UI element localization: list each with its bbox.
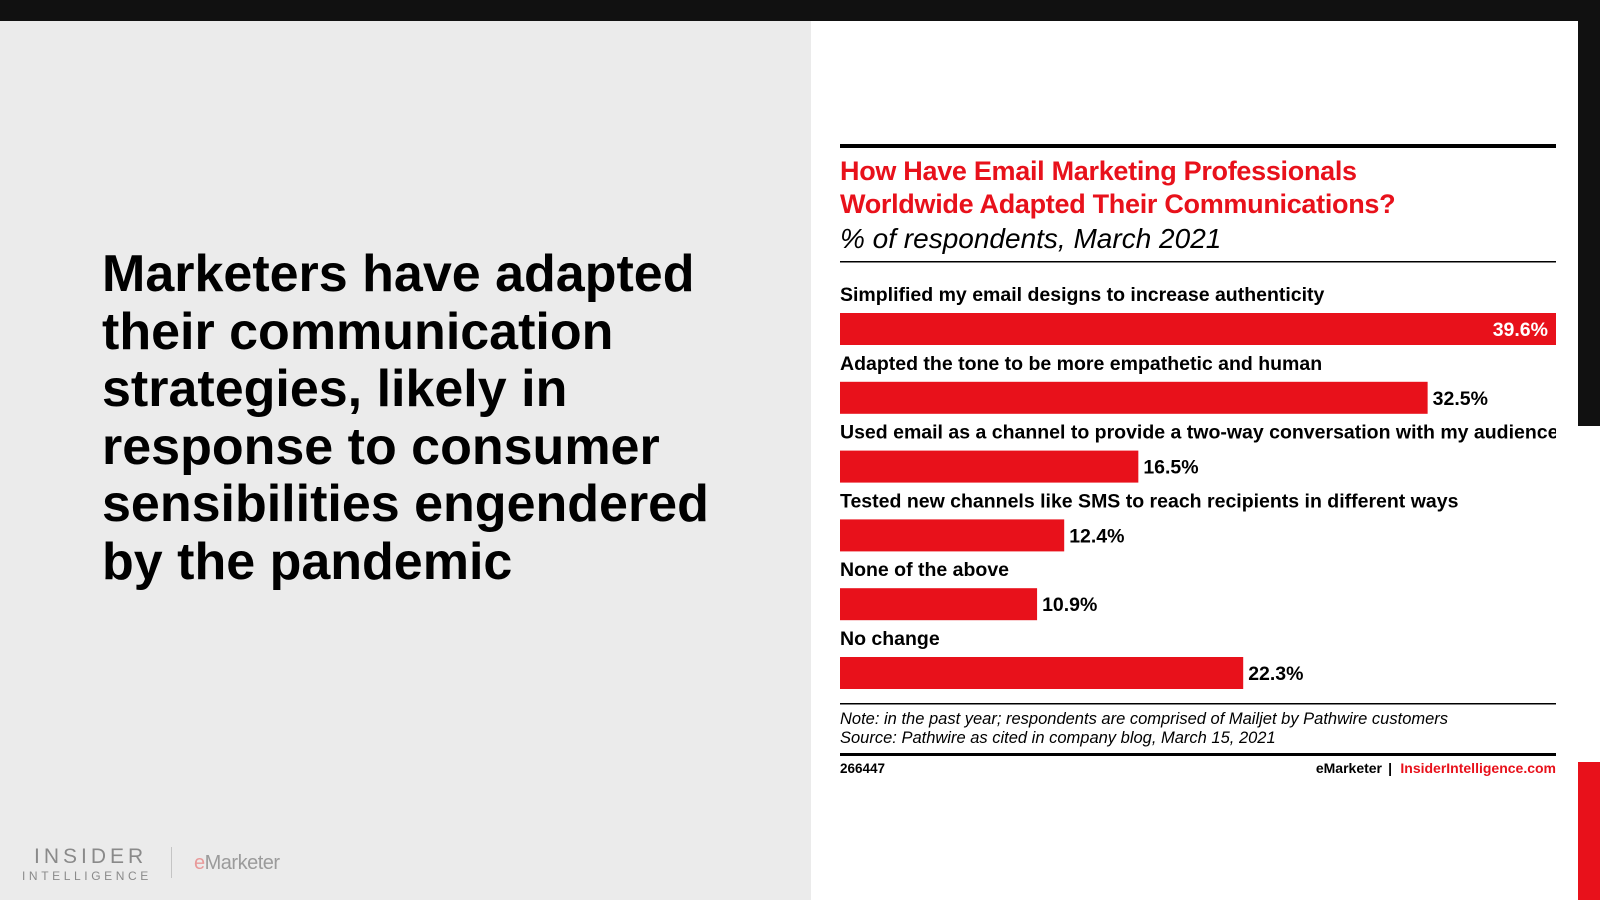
chart-title-line: How Have Email Marketing Professionals: [840, 156, 1357, 186]
insider-intelligence-logo-intelligence: INTELLIGENCE: [22, 869, 152, 883]
bar-category-label: Simplified my email designs to increase …: [840, 284, 1325, 306]
bar-category-label: Used email as a channel to provide a two…: [840, 422, 1556, 444]
footer-site-link: InsiderIntelligence.com: [1400, 760, 1556, 776]
bar: [840, 519, 1065, 552]
emarketer-logo-rest: Marketer: [204, 852, 280, 874]
bar-category-label: Adapted the tone to be more empathetic a…: [840, 353, 1322, 375]
bar-value-label: 32.5%: [1433, 388, 1488, 410]
chart-footer-rule: [840, 753, 1556, 756]
emarketer-logo-e: e: [194, 852, 205, 874]
emarketer-logo: eMarketer: [194, 852, 280, 875]
slide-headline: Marketers have adapted their communicati…: [102, 245, 709, 591]
logo-divider: [171, 847, 172, 878]
bar: [840, 450, 1139, 483]
bar-value-label: 22.3%: [1248, 663, 1303, 685]
insider-intelligence-logo-insider: INSIDER: [34, 845, 148, 868]
right-edge-red-strip: [1578, 762, 1600, 900]
chart-id: 266447: [840, 761, 885, 776]
top-bar: [0, 0, 1600, 21]
chart-top-rule: [840, 144, 1556, 148]
chart-subtitle-rule: [840, 261, 1556, 263]
chart-card: How Have Email Marketing Professionals Wo…: [840, 144, 1556, 784]
chart-notes-rule: [840, 703, 1556, 705]
bar: [840, 588, 1038, 621]
bar-value-label: 12.4%: [1069, 525, 1124, 547]
bar-category-label: Tested new channels like SMS to reach re…: [840, 490, 1459, 512]
bar-category-label: No change: [840, 628, 940, 650]
bar-value-label: 10.9%: [1042, 594, 1097, 616]
bar-chart: How Have Email Marketing ProfessionalsWo…: [840, 144, 1556, 776]
bar-value-label: 39.6%: [1493, 319, 1548, 341]
left-panel: [0, 21, 811, 900]
chart-source: Source: Pathwire as cited in company blo…: [840, 729, 1276, 747]
footer-brand: eMarketer: [1316, 760, 1383, 776]
chart-subtitle: % of respondents, March 2021: [840, 223, 1221, 254]
chart-title-line: Worldwide Adapted Their Communications?: [840, 189, 1395, 219]
chart-note: Note: in the past year; respondents are …: [840, 710, 1448, 728]
bar: [840, 657, 1244, 689]
bar-value-label: 16.5%: [1143, 457, 1198, 479]
bar: [840, 313, 1556, 345]
footer-separator: |: [1388, 760, 1392, 776]
bar-category-label: None of the above: [840, 559, 1009, 581]
bar: [840, 381, 1428, 414]
right-edge-dark-strip: [1578, 21, 1600, 426]
